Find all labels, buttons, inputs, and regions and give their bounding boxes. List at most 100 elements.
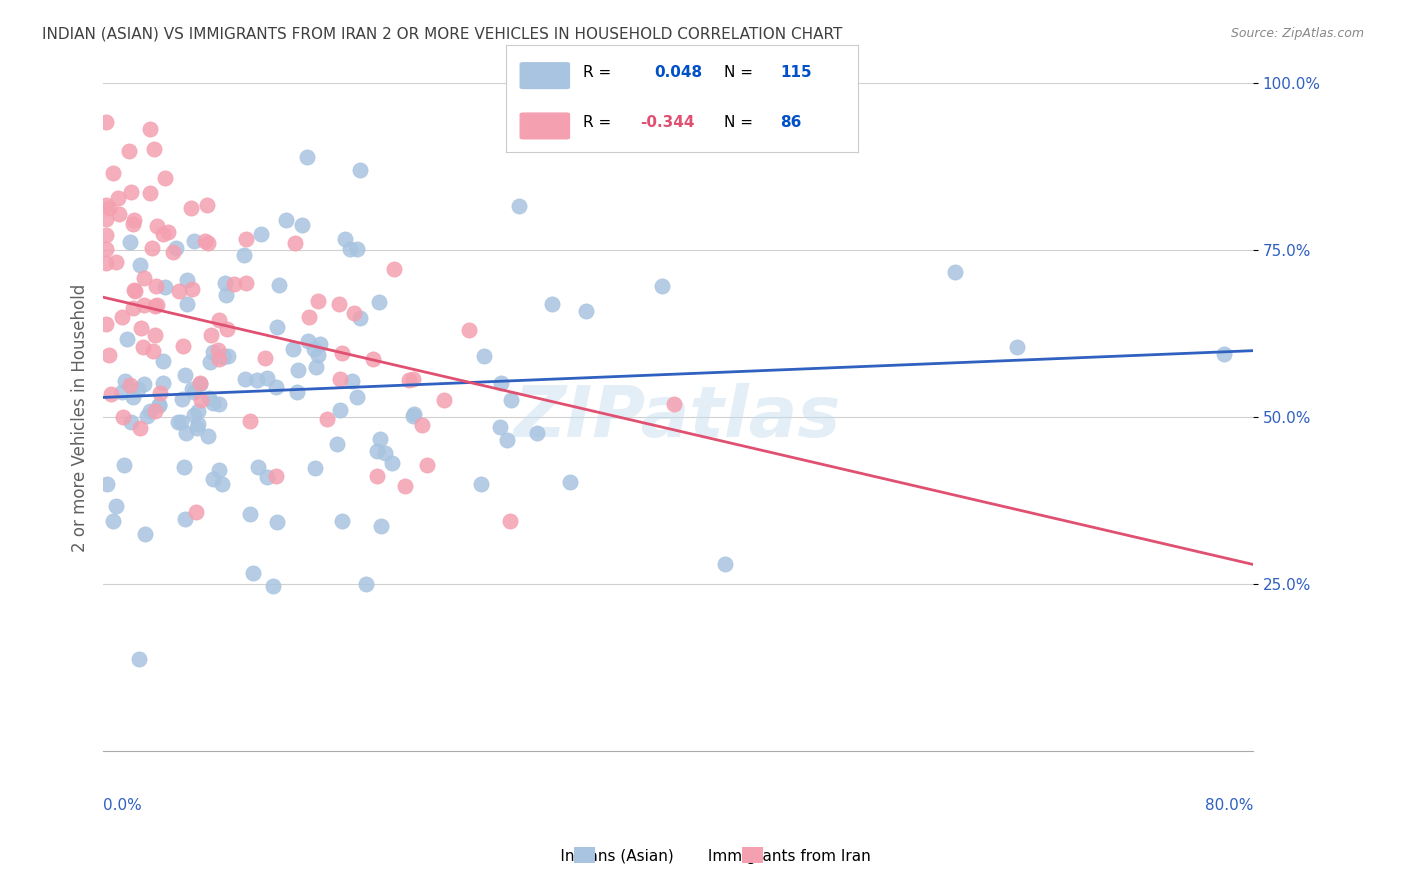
Point	[250, 227, 273, 241]
Point	[138, 403, 160, 417]
Point	[304, 461, 326, 475]
Point	[155, 280, 177, 294]
Point	[349, 162, 371, 177]
Point	[183, 408, 205, 422]
Point	[256, 370, 278, 384]
Point	[1005, 340, 1028, 354]
Text: Indians (Asian)       Immigrants from Iran: Indians (Asian) Immigrants from Iran	[536, 849, 870, 863]
Point	[235, 232, 257, 246]
Point	[143, 404, 166, 418]
Point	[329, 372, 352, 386]
Point	[211, 477, 233, 491]
Point	[129, 421, 152, 435]
Point	[174, 512, 197, 526]
Point	[200, 328, 222, 343]
Point	[253, 351, 276, 366]
Point	[104, 255, 127, 269]
Point	[96, 242, 118, 256]
Point	[398, 373, 420, 387]
Point	[190, 393, 212, 408]
Point	[1213, 347, 1236, 361]
Point	[94, 212, 117, 227]
Point	[264, 380, 287, 394]
Point	[501, 393, 523, 408]
Point	[558, 475, 581, 489]
Point	[328, 297, 350, 311]
Point	[162, 245, 184, 260]
Point	[411, 417, 433, 432]
Point	[305, 360, 328, 375]
Point	[197, 429, 219, 443]
Point	[201, 345, 224, 359]
Point	[526, 426, 548, 441]
Point	[346, 390, 368, 404]
Point	[152, 227, 174, 242]
Point	[366, 444, 388, 458]
Point	[575, 303, 598, 318]
Point	[242, 566, 264, 581]
Point	[315, 411, 337, 425]
Point	[211, 351, 233, 365]
Text: R =: R =	[583, 115, 612, 130]
Point	[394, 479, 416, 493]
Point	[264, 469, 287, 483]
Text: 80.0%: 80.0%	[1205, 798, 1253, 814]
Text: Source: ZipAtlas.com: Source: ZipAtlas.com	[1230, 27, 1364, 40]
Point	[139, 121, 162, 136]
Point	[325, 437, 347, 451]
Point	[208, 312, 231, 326]
Point	[180, 201, 202, 215]
Point	[415, 458, 437, 473]
Point	[186, 505, 208, 519]
Point	[117, 144, 139, 158]
Point	[329, 403, 352, 417]
Point	[132, 270, 155, 285]
Point	[402, 409, 425, 423]
Point	[172, 339, 194, 353]
Text: 0.0%: 0.0%	[103, 798, 142, 814]
Point	[302, 342, 325, 356]
Point	[120, 185, 142, 199]
Point	[307, 348, 329, 362]
Point	[146, 219, 169, 233]
Point	[112, 409, 135, 424]
Point	[132, 377, 155, 392]
Point	[496, 433, 519, 447]
Point	[148, 398, 170, 412]
Point	[148, 398, 170, 412]
Point	[94, 114, 117, 128]
Point	[135, 409, 157, 423]
Point	[541, 297, 564, 311]
Point	[356, 577, 378, 591]
Point	[121, 217, 143, 231]
Point	[651, 278, 673, 293]
Point	[176, 273, 198, 287]
Point	[201, 472, 224, 486]
Point	[170, 392, 193, 406]
Point	[361, 352, 384, 367]
Text: N =: N =	[724, 65, 754, 80]
Point	[246, 373, 269, 387]
Point	[188, 377, 211, 392]
Point	[134, 297, 156, 311]
Point	[96, 317, 118, 331]
Point	[309, 337, 332, 351]
Point	[458, 323, 481, 337]
Point	[346, 242, 368, 256]
Point	[339, 242, 361, 256]
Point	[94, 256, 117, 270]
Point	[212, 349, 235, 363]
Point	[143, 299, 166, 313]
Point	[152, 376, 174, 390]
Point	[173, 459, 195, 474]
Point	[330, 514, 353, 528]
Text: 0.048: 0.048	[654, 65, 702, 80]
Point	[266, 515, 288, 529]
Point	[118, 378, 141, 392]
Point	[94, 198, 117, 212]
Point	[194, 234, 217, 248]
Point	[183, 384, 205, 399]
Point	[145, 327, 167, 342]
Point	[368, 294, 391, 309]
Point	[491, 376, 513, 390]
